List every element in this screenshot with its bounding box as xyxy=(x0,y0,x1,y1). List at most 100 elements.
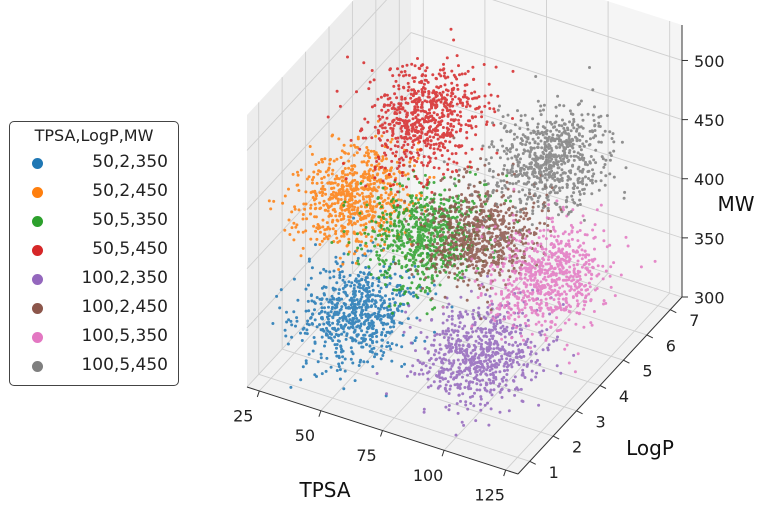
data-point xyxy=(409,151,413,155)
data-point xyxy=(543,222,546,226)
data-point xyxy=(331,287,335,290)
data-point xyxy=(584,283,588,287)
data-point xyxy=(463,95,467,99)
data-point xyxy=(302,202,306,206)
data-point xyxy=(371,229,375,233)
data-point xyxy=(539,301,543,305)
data-point xyxy=(420,191,423,195)
data-point xyxy=(507,305,511,309)
data-point xyxy=(510,239,514,243)
data-point xyxy=(499,302,502,306)
data-point xyxy=(346,252,350,256)
data-point xyxy=(389,325,392,329)
series-group xyxy=(442,66,628,240)
data-point xyxy=(395,160,399,164)
data-point xyxy=(489,310,493,314)
data-point xyxy=(405,235,409,238)
data-point xyxy=(480,205,484,209)
data-point xyxy=(330,294,334,298)
data-point xyxy=(520,373,524,377)
data-point xyxy=(558,271,562,275)
data-point xyxy=(577,312,581,316)
data-point xyxy=(464,123,468,127)
data-point xyxy=(526,337,530,341)
data-point xyxy=(512,280,516,283)
data-point xyxy=(348,184,352,188)
data-point xyxy=(408,252,412,256)
data-point xyxy=(359,232,363,236)
data-point xyxy=(272,199,276,203)
data-point xyxy=(352,153,356,157)
data-point xyxy=(503,335,507,339)
data-point xyxy=(376,284,380,288)
data-point xyxy=(338,211,342,215)
data-point xyxy=(541,174,544,178)
data-point xyxy=(322,329,326,333)
data-point xyxy=(457,316,461,320)
grid-line xyxy=(246,32,412,210)
data-point xyxy=(467,220,470,224)
data-point xyxy=(412,143,416,147)
data-point xyxy=(339,345,343,349)
data-point xyxy=(453,109,456,113)
data-point xyxy=(466,385,470,389)
data-point xyxy=(555,364,559,368)
data-point xyxy=(463,369,467,372)
data-point xyxy=(404,155,408,159)
data-point xyxy=(405,185,408,189)
data-point xyxy=(448,220,452,224)
data-point xyxy=(317,312,321,316)
data-point xyxy=(318,226,322,230)
data-point xyxy=(340,175,344,179)
data-point xyxy=(482,200,486,204)
data-point xyxy=(310,152,314,156)
data-point xyxy=(413,261,417,265)
data-point xyxy=(453,216,457,220)
data-point xyxy=(474,234,477,238)
data-point xyxy=(472,404,476,408)
data-point xyxy=(355,151,359,155)
data-point xyxy=(354,314,357,318)
data-point xyxy=(549,229,553,233)
data-point xyxy=(304,202,308,206)
data-point xyxy=(548,296,552,300)
data-point xyxy=(493,220,497,224)
data-point xyxy=(562,272,566,275)
data-point xyxy=(463,356,467,360)
data-point xyxy=(327,320,331,324)
data-point xyxy=(347,159,351,163)
data-point xyxy=(441,321,445,325)
data-point xyxy=(521,400,525,403)
data-point xyxy=(544,262,548,266)
data-point xyxy=(369,206,372,210)
data-point xyxy=(340,305,344,309)
data-point xyxy=(550,255,554,259)
data-point xyxy=(405,241,409,245)
data-point xyxy=(446,222,450,226)
data-point xyxy=(338,270,342,274)
data-point xyxy=(608,172,612,176)
data-point xyxy=(400,232,404,235)
data-point xyxy=(498,347,502,351)
data-point xyxy=(330,202,334,206)
data-point xyxy=(393,262,397,266)
data-point xyxy=(467,124,471,128)
data-point xyxy=(505,373,509,376)
data-point xyxy=(529,266,533,270)
data-point xyxy=(429,139,433,143)
data-point xyxy=(545,328,549,332)
data-point xyxy=(360,278,364,282)
data-point xyxy=(376,128,380,132)
data-point xyxy=(465,298,469,302)
data-point xyxy=(436,147,440,151)
data-point xyxy=(441,108,445,112)
data-point xyxy=(322,237,326,241)
data-point xyxy=(455,102,459,106)
data-point xyxy=(400,146,404,150)
data-point xyxy=(457,233,461,237)
data-point xyxy=(534,360,538,364)
data-point xyxy=(390,317,394,321)
data-point xyxy=(455,350,459,354)
data-point xyxy=(518,323,522,327)
data-point xyxy=(316,172,320,176)
